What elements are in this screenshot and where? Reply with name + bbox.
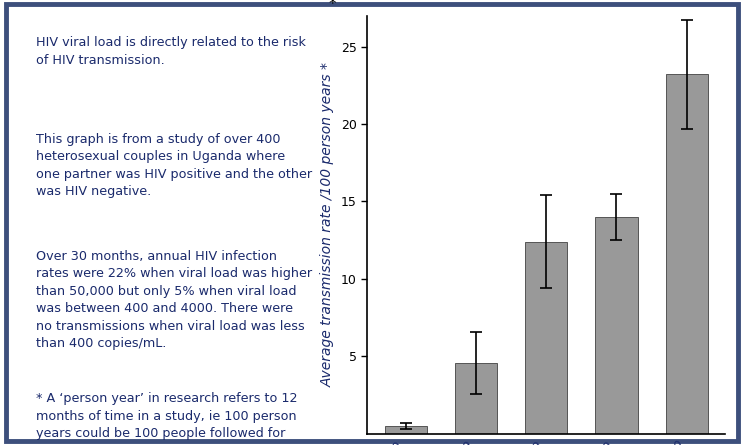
Text: *: *	[328, 0, 336, 12]
Text: This graph is from a study of over 400
heterosexual couples in Uganda where
one : This graph is from a study of over 400 h…	[36, 133, 312, 198]
Y-axis label: Average transmission rate /100 person years *: Average transmission rate /100 person ye…	[321, 62, 335, 387]
Bar	[595, 217, 638, 434]
Text: Over 30 months, annual HIV infection
rates were 22% when viral load was higher
t: Over 30 months, annual HIV infection rat…	[36, 250, 312, 350]
Text: HIV viral load is directly related to the risk
of HIV transmission.: HIV viral load is directly related to th…	[36, 36, 306, 67]
Bar	[666, 74, 708, 434]
Bar	[455, 363, 497, 434]
Bar	[525, 242, 567, 434]
Bar	[385, 426, 427, 434]
Text: * A ‘person year’ in research refers to 12
months of time in a study, ie 100 per: * A ‘person year’ in research refers to …	[36, 392, 297, 445]
